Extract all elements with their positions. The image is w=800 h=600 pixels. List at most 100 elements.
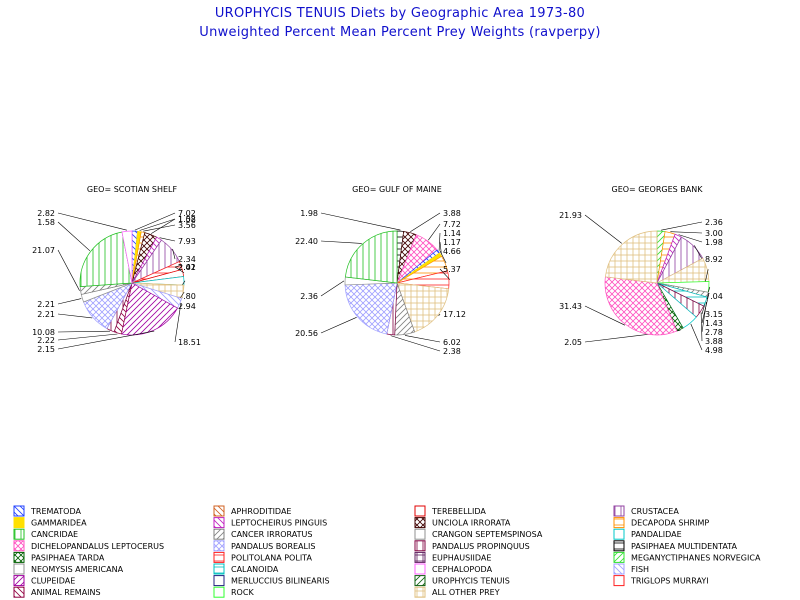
legend-item-aphroditidae: APHRODITIDAE xyxy=(213,505,291,517)
slice-label: 8.92 xyxy=(705,255,723,264)
legend-item-pandalus-propinquus: PANDALUS PROPINQUUS xyxy=(414,540,530,552)
legend-item-crangon-septemspinosa: CRANGON SEPTEMSPINOSA xyxy=(414,528,543,540)
legend-swatch xyxy=(213,575,225,587)
legend-item-triglops-murrayi: TRIGLOPS MURRAYI xyxy=(613,575,709,587)
legend-swatch xyxy=(13,528,25,540)
chart-subtitle: Unweighted Percent Mean Percent Prey Wei… xyxy=(199,25,601,40)
legend-item-pasiphaea-multidentata: PASIPHAEA MULTIDENTATA xyxy=(613,540,738,552)
slice-label: 2.21 xyxy=(37,300,55,309)
slice-label: 1.98 xyxy=(705,238,723,247)
legend-label: CRANGON SEPTEMSPINOSA xyxy=(432,530,543,539)
slice-label: 7.93 xyxy=(178,237,196,246)
legend-label: CEPHALOPODA xyxy=(432,565,493,574)
leader-line xyxy=(57,221,91,252)
pie-slice-cancridae xyxy=(79,231,133,288)
pie-title: GEO= GEORGES BANK xyxy=(612,185,704,194)
legend-swatch xyxy=(613,540,625,552)
legend-label: APHRODITIDAE xyxy=(231,507,291,516)
legend-label: CALANOIDA xyxy=(231,565,279,574)
slice-label: 6.02 xyxy=(443,338,461,347)
leader-line xyxy=(151,218,176,234)
legend-item-all-other-prey: ALL OTHER PREY xyxy=(414,586,500,598)
leader-line xyxy=(701,301,707,333)
leader-line xyxy=(57,333,118,341)
leader-line xyxy=(438,232,441,251)
leader-line xyxy=(57,330,155,350)
legend-label: PANDALIDAE xyxy=(631,530,682,539)
legend-label: ALL OTHER PREY xyxy=(432,588,500,597)
slice-label: 17.12 xyxy=(443,310,466,319)
legend-swatch xyxy=(13,505,25,517)
legend-swatch xyxy=(613,563,625,575)
leader-line xyxy=(143,224,176,232)
slice-label: 3.88 xyxy=(705,337,723,346)
slice-label: 20.56 xyxy=(295,329,318,338)
legend-label: CLUPEIDAE xyxy=(31,577,75,586)
pie-slice-cancridae xyxy=(344,230,398,284)
slice-label: 2.36 xyxy=(705,218,723,227)
legend-label: PANDALUS PROPINQUUS xyxy=(432,542,530,551)
leader-line xyxy=(700,312,703,342)
legend-swatch xyxy=(13,540,25,552)
legend-label: MERLUCCIUS BILINEARIS xyxy=(231,577,330,586)
legend-label: DICHELOPANDALUS LEPTOCERUS xyxy=(31,542,164,551)
legend-item-clupeidae: CLUPEIDAE xyxy=(13,575,75,587)
legend-label: NEOMYSIS AMERICANA xyxy=(31,565,124,574)
slice-label: 2.15 xyxy=(37,345,55,354)
legend-item-unciola-irrorata: UNCIOLA IRRORATA xyxy=(414,517,511,529)
legend-swatch xyxy=(414,528,426,540)
leader-line xyxy=(690,323,703,351)
legend-label: PASIPHAEA MULTIDENTATA xyxy=(631,542,738,551)
legend-swatch xyxy=(213,505,225,517)
legend-label: MEGANYCTIPHANES NORVEGICA xyxy=(631,553,761,562)
legend-label: UROPHYCIS TENUIS xyxy=(432,577,510,586)
leader-line xyxy=(57,298,82,305)
legend-item-terebellida: TEREBELLIDA xyxy=(414,505,486,517)
leader-line xyxy=(584,305,626,326)
legend-label: ANIMAL REMAINS xyxy=(31,588,101,597)
legend-item-decapoda-shrimp: DECAPODA SHRIMP xyxy=(613,517,709,529)
legend-swatch xyxy=(13,575,25,587)
legend-swatch xyxy=(613,517,625,529)
slice-label: 18.51 xyxy=(178,338,201,347)
slice-label: 2.82 xyxy=(37,209,55,218)
slice-label: 2.22 xyxy=(37,336,55,345)
pie-chart-2: GEO= GULF OF MAINE 1.98 3.88 7.721.141.174.… xyxy=(295,185,466,356)
legend-swatch xyxy=(414,505,426,517)
slice-label: 4.66 xyxy=(443,247,461,256)
leader-line xyxy=(320,240,362,244)
leader-line xyxy=(320,280,345,297)
pie-slice-pandalus-borealis xyxy=(344,282,398,335)
legend-swatch xyxy=(414,586,426,598)
legend-swatch xyxy=(613,551,625,563)
leader-line xyxy=(159,237,176,242)
slice-label: 1.58 xyxy=(178,215,196,224)
pie-chart-3: GEO= GEORGES BANK 2.36 3.001.98 8.92 7.04 3.1… xyxy=(559,185,723,355)
leader-line xyxy=(678,234,703,243)
legend-label: GAMMARIDEA xyxy=(31,519,87,528)
legend-item-cephalopoda: CEPHALOPODA xyxy=(414,563,493,575)
slice-label: 3.80 xyxy=(178,292,196,301)
legend-label: TREMATODA xyxy=(30,507,81,516)
slice-label: 31.43 xyxy=(559,302,582,311)
legend-label: PASIPHAEA TARDA xyxy=(31,553,105,562)
legend-item-animal-remains: ANIMAL REMAINS xyxy=(13,586,101,598)
slice-label: 3.56 xyxy=(178,221,196,230)
legend-label: TRIGLOPS MURRAYI xyxy=(630,577,709,586)
slice-label: 2.02 xyxy=(178,263,196,272)
leader-line xyxy=(439,250,447,264)
leader-line xyxy=(57,313,93,319)
leader-line xyxy=(670,231,703,234)
legend-swatch xyxy=(213,551,225,563)
legend-item-leptocheirus-pinguis: LEPTOCHEIRUS PINGUIS xyxy=(213,517,327,529)
pie-slice-dichelopandalus-leptocerus xyxy=(604,276,678,336)
leader-line xyxy=(439,241,442,255)
legend-label: TEREBELLIDA xyxy=(431,507,486,516)
legend-swatch xyxy=(13,563,25,575)
leader-line xyxy=(439,268,451,280)
slice-label: 1.98 xyxy=(300,209,318,218)
legend-swatch xyxy=(13,551,25,563)
legend-swatch xyxy=(213,586,225,598)
legend-item-fish: FISH xyxy=(613,563,649,575)
